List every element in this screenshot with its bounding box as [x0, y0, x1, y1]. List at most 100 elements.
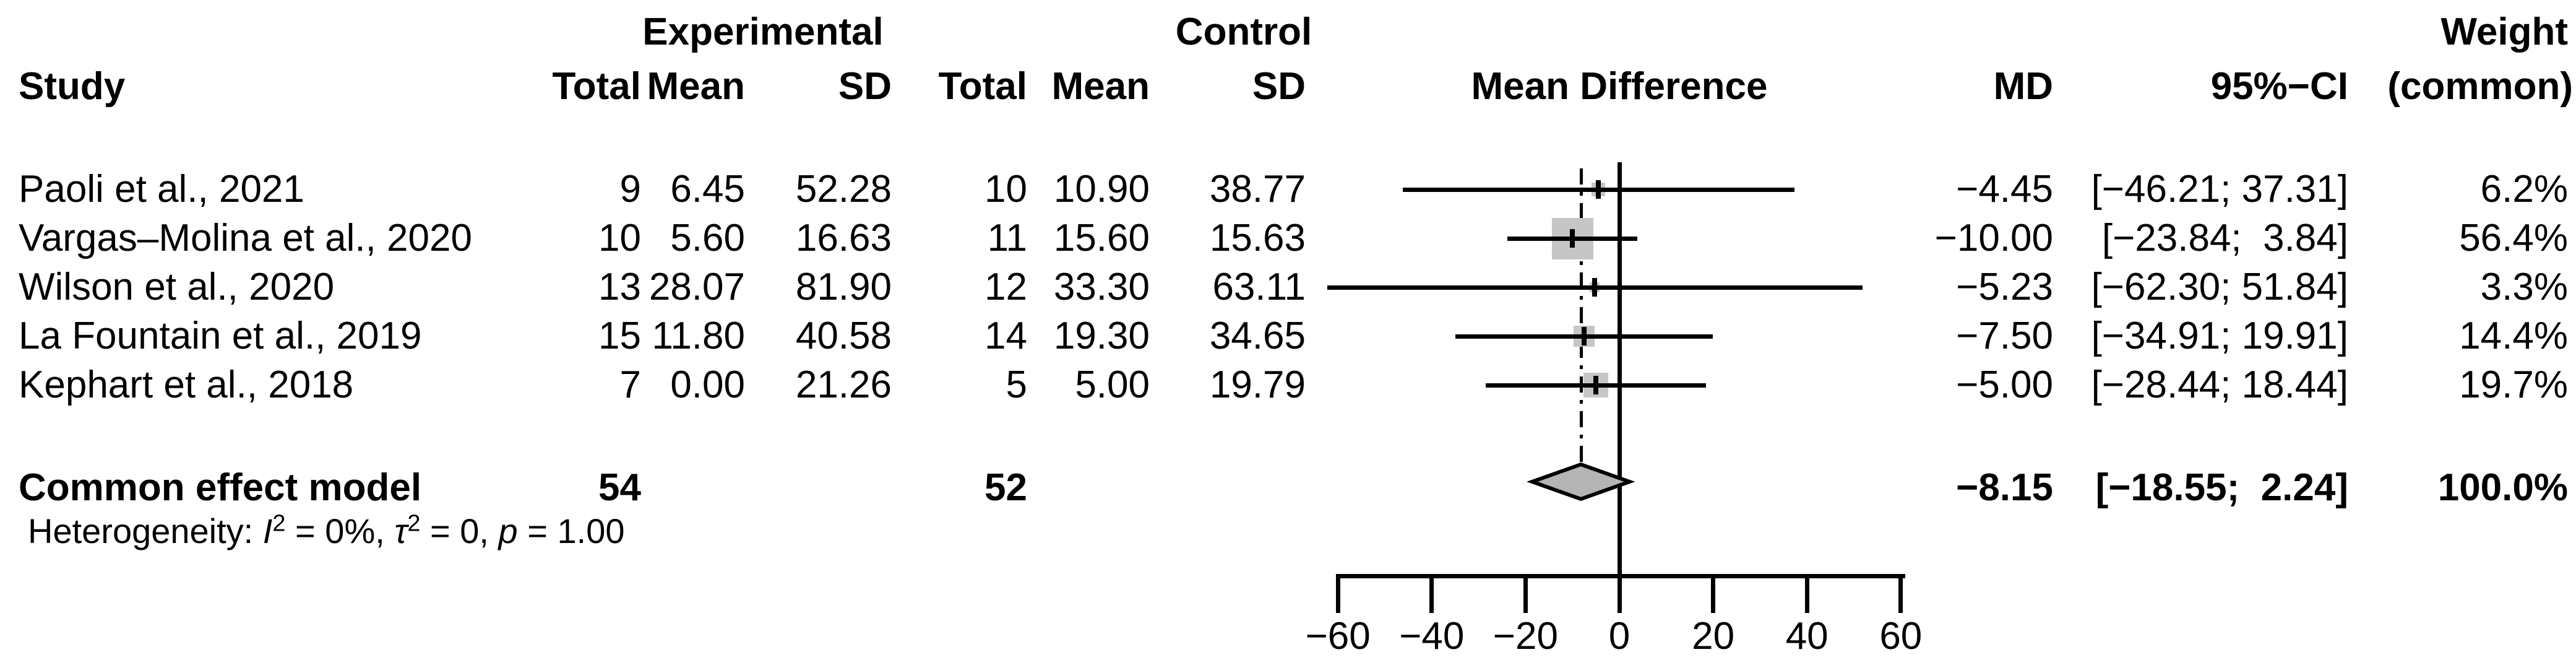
ci-value: [−28.44; 18.44] — [2091, 363, 2348, 406]
point-estimate-tick — [1592, 278, 1598, 297]
x-axis-tick — [1898, 574, 1903, 613]
ctrl-mean-value: 5.00 — [1075, 363, 1150, 406]
ci-value: [−23.84; 3.84] — [2101, 217, 2348, 259]
x-axis-tick — [1429, 574, 1434, 613]
summary-label: Common effect model — [19, 466, 422, 509]
study-name: Paoli et al., 2021 — [19, 168, 304, 211]
x-axis-tick-label: −40 — [1399, 615, 1465, 658]
study-name: Kephart et al., 2018 — [19, 363, 354, 406]
common-effect-dashed-line — [1579, 168, 1583, 464]
ctrl-total-value: 11 — [987, 217, 1027, 259]
ctrl-total-value: 10 — [984, 168, 1027, 211]
exp-total-value: 15 — [598, 315, 641, 357]
point-estimate-tick — [1593, 376, 1599, 394]
weight-value: 56.4% — [2459, 217, 2568, 259]
summary-diamond — [1527, 462, 1635, 502]
x-axis-tick — [1711, 574, 1716, 613]
md-value: −10.00 — [1934, 217, 2053, 259]
study-name: Vargas–Molina et al., 2020 — [19, 217, 472, 259]
heterogeneity-text: Heterogeneity: — [28, 511, 263, 550]
point-estimate-tick — [1582, 327, 1587, 346]
ctrl-total-value: 5 — [1006, 363, 1027, 406]
control-group-header: Control — [1175, 11, 1312, 53]
heterogeneity-text: = 1.00 — [517, 511, 625, 550]
summary-diamond-shape — [1527, 462, 1635, 502]
x-axis-tick-label: −20 — [1493, 615, 1558, 658]
ctrl-mean-value: 33.30 — [1053, 266, 1150, 308]
md-value: −5.00 — [1956, 363, 2053, 406]
heterogeneity-text: 2 — [272, 510, 286, 537]
heterogeneity-text: = 0%, — [285, 511, 395, 550]
weight-value: 3.3% — [2480, 266, 2568, 308]
study-column-header: Study — [19, 65, 126, 108]
ctrl-sd-value: 63.11 — [1212, 266, 1306, 308]
study-name: La Fountain et al., 2019 — [19, 315, 422, 357]
mean-difference-header: Mean Difference — [1471, 65, 1768, 108]
x-axis-tick-label: 20 — [1692, 615, 1735, 658]
summary-ci-value: [−18.55; 2.24] — [2095, 466, 2348, 509]
summary-ctrl-total: 52 — [984, 466, 1027, 509]
x-axis-tick-label: 60 — [1879, 615, 1923, 658]
ci-value: [−46.21; 37.31] — [2091, 168, 2348, 211]
exp-sd-column-header: SD — [838, 65, 892, 108]
weight-header-line1: Weight — [2440, 11, 2569, 53]
summary-exp-total: 54 — [598, 466, 641, 509]
exp-sd-value: 16.63 — [795, 217, 892, 259]
exp-total-value: 7 — [619, 363, 641, 406]
md-value: −5.23 — [1956, 266, 2053, 308]
x-axis-tick — [1617, 574, 1622, 613]
weight-value: 14.4% — [2459, 315, 2568, 357]
ctrl-total-value: 12 — [984, 266, 1027, 308]
exp-sd-value: 40.58 — [795, 315, 892, 357]
exp-total-value: 9 — [619, 168, 641, 211]
summary-md-value: −8.15 — [1956, 466, 2053, 509]
weight-value: 6.2% — [2480, 168, 2568, 211]
exp-mean-value: 6.45 — [670, 168, 745, 211]
experimental-group-header: Experimental — [642, 11, 884, 53]
heterogeneity-stat-symbol: τ — [394, 511, 408, 550]
x-axis-tick — [1335, 574, 1340, 613]
x-axis-tick — [1523, 574, 1528, 613]
exp-total-value: 13 — [598, 266, 641, 308]
x-axis-tick-label: −60 — [1305, 615, 1371, 658]
heterogeneity-text: 2 — [407, 510, 421, 537]
exp-sd-value: 81.90 — [795, 266, 892, 308]
ci-column-header: 95%−CI — [2210, 65, 2348, 108]
ctrl-mean-value: 15.60 — [1053, 217, 1150, 259]
md-column-header: MD — [1993, 65, 2053, 108]
ctrl-mean-column-header: Mean — [1051, 65, 1150, 108]
point-estimate-tick — [1596, 180, 1601, 199]
exp-total-value: 10 — [598, 217, 641, 259]
exp-mean-value: 5.60 — [670, 217, 745, 259]
ctrl-mean-value: 19.30 — [1053, 315, 1150, 357]
weight-value: 19.7% — [2459, 363, 2568, 406]
ctrl-sd-value: 38.77 — [1209, 168, 1306, 211]
ci-value: [−34.91; 19.91] — [2091, 315, 2348, 357]
x-axis-tick — [1804, 574, 1809, 613]
study-name: Wilson et al., 2020 — [19, 266, 335, 308]
ctrl-sd-column-header: SD — [1252, 65, 1306, 108]
exp-mean-value: 11.80 — [652, 315, 745, 357]
heterogeneity-text: = 0, — [420, 511, 499, 550]
ctrl-total-column-header: Total — [938, 65, 1028, 108]
exp-sd-value: 52.28 — [795, 168, 892, 211]
exp-mean-column-header: Mean — [647, 65, 745, 108]
exp-mean-value: 28.07 — [648, 266, 745, 308]
point-estimate-tick — [1570, 229, 1575, 248]
x-axis-tick-label: 0 — [1608, 615, 1630, 658]
exp-total-column-header: Total — [552, 65, 642, 108]
exp-sd-value: 21.26 — [795, 363, 892, 406]
ci-value: [−62.30; 51.84] — [2091, 266, 2348, 308]
heterogeneity-stat-symbol: I — [262, 511, 273, 550]
ctrl-mean-value: 10.90 — [1053, 168, 1150, 211]
heterogeneity-note: Heterogeneity: I2 = 0%, τ2 = 0, p = 1.00 — [28, 509, 625, 554]
md-value: −7.50 — [1956, 315, 2053, 357]
summary-weight-value: 100.0% — [2437, 466, 2568, 509]
ctrl-sd-value: 19.79 — [1209, 363, 1306, 406]
x-axis-tick-label: 40 — [1785, 615, 1829, 658]
ctrl-sd-value: 34.65 — [1209, 315, 1306, 357]
zero-reference-line — [1617, 162, 1622, 574]
weight-header-line2: (common) — [2387, 65, 2573, 108]
md-value: −4.45 — [1956, 168, 2053, 211]
